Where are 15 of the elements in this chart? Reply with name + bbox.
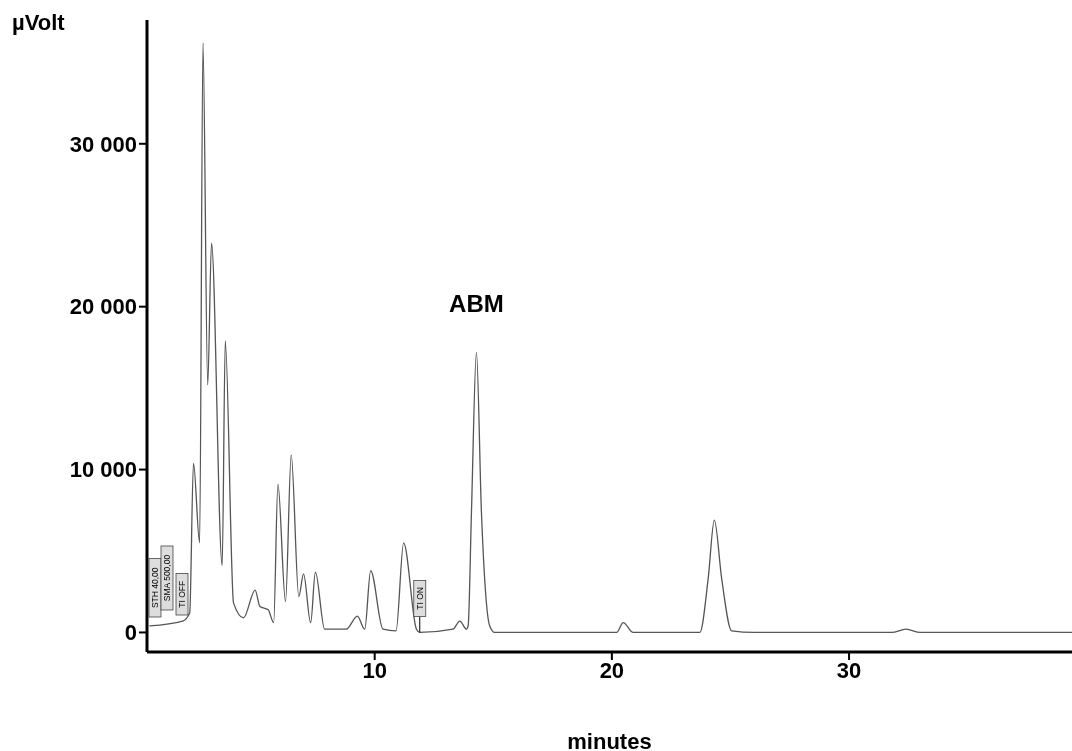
y-axis-title: µVolt bbox=[12, 10, 66, 35]
y-tick-label: 0 bbox=[124, 620, 137, 646]
annotation: ABM bbox=[449, 290, 504, 318]
x-tick-label: 30 bbox=[836, 657, 862, 683]
x-tick-label: 20 bbox=[599, 657, 625, 683]
y-tick-label: 10 000 bbox=[69, 457, 137, 483]
annotation: TI OFF bbox=[177, 580, 188, 608]
line-series bbox=[148, 42, 1072, 634]
y-tick-label: 30 000 bbox=[69, 131, 137, 157]
x-tick-label: 10 bbox=[362, 657, 387, 683]
annotation: SMA 500,00 bbox=[162, 554, 173, 602]
y-tick-label: 20 000 bbox=[69, 294, 137, 320]
annotation: STH 40,00 bbox=[150, 567, 161, 609]
x-axis-title: minutes bbox=[567, 729, 652, 751]
annotation: TI ON bbox=[414, 587, 425, 610]
